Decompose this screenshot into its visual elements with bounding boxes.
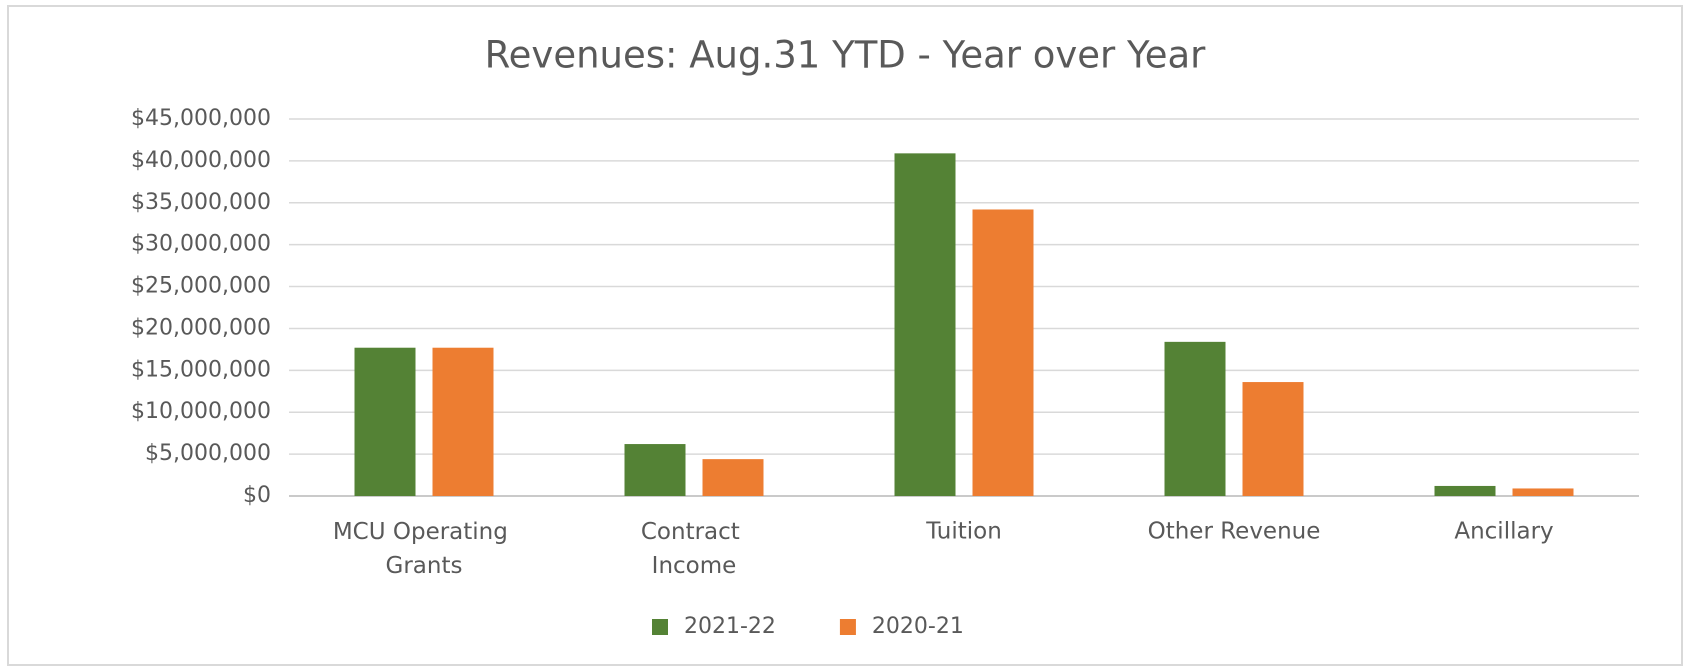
chart-frame bbox=[7, 5, 1683, 666]
legend-swatch bbox=[839, 619, 856, 635]
y-tick-label: $45,000,000 bbox=[131, 106, 271, 131]
bar bbox=[354, 347, 416, 496]
y-tick-label: $0 bbox=[243, 483, 271, 508]
y-tick-label: $25,000,000 bbox=[131, 274, 271, 299]
y-tick-label: $35,000,000 bbox=[131, 190, 271, 215]
x-tick-label: Ancillary bbox=[1454, 519, 1553, 545]
bar bbox=[432, 347, 494, 496]
chart-title: Revenues: Aug.31 YTD - Year over Year bbox=[485, 34, 1207, 77]
bar bbox=[624, 444, 686, 496]
bar bbox=[972, 209, 1034, 497]
y-tick-label: $20,000,000 bbox=[131, 315, 271, 340]
bar bbox=[1164, 341, 1226, 496]
y-tick-label: $5,000,000 bbox=[145, 441, 271, 466]
bar bbox=[1242, 382, 1304, 496]
legend-label: 2020-21 bbox=[872, 614, 964, 639]
x-tick-label: MCU Operating Grants bbox=[333, 519, 515, 579]
bar bbox=[702, 459, 764, 496]
y-tick-label: $40,000,000 bbox=[131, 148, 271, 173]
y-tick-label: $30,000,000 bbox=[131, 232, 271, 257]
legend-swatch bbox=[652, 619, 668, 635]
y-tick-label: $15,000,000 bbox=[131, 357, 271, 382]
x-tick-label: Other Revenue bbox=[1148, 519, 1321, 545]
x-tick-label: Tuition bbox=[925, 519, 1002, 545]
x-tick-label: Contract Income bbox=[641, 519, 747, 579]
bar bbox=[1512, 488, 1574, 496]
bar bbox=[1434, 485, 1496, 496]
legend-label: 2021-22 bbox=[684, 614, 776, 639]
bar bbox=[894, 153, 956, 497]
y-tick-label: $10,000,000 bbox=[131, 399, 271, 424]
